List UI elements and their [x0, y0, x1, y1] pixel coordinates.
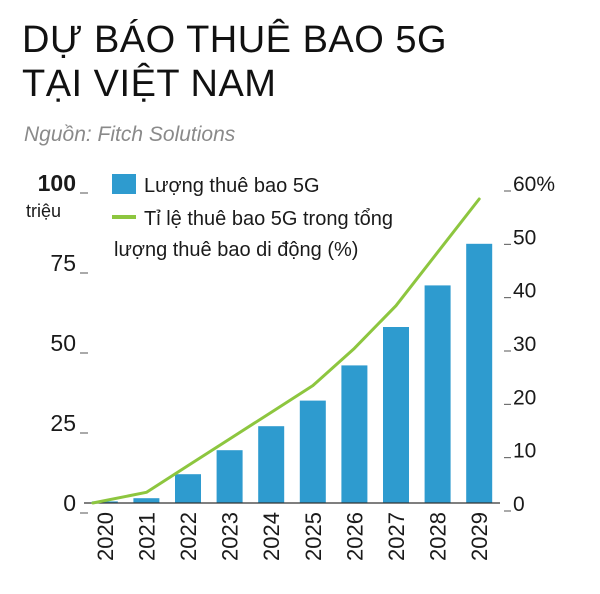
right-axis: 0 10 20 30 40 50 60%: [504, 173, 555, 516]
x-tick-label: 2020: [93, 512, 118, 561]
left-tick-label: 50: [50, 330, 76, 356]
legend-line-label-2: lượng thuê bao di động (%): [114, 239, 358, 261]
x-tick-label: 2025: [301, 512, 326, 561]
legend: Lượng thuê bao 5G Tỉ lệ thuê bao 5G tron…: [112, 174, 393, 261]
bar-series: [84, 243, 500, 504]
x-tick-label: 2029: [467, 512, 492, 561]
bar-2026: [341, 365, 368, 503]
left-tick-label: 25: [50, 410, 76, 436]
bar-2021: [133, 498, 160, 503]
x-tick-label: 2022: [176, 512, 201, 561]
bar-2025: [299, 400, 326, 503]
chart-title-line-2: TẠI VIỆT NAM: [22, 63, 277, 105]
bar-2024: [258, 426, 285, 503]
bar-2022: [175, 474, 201, 503]
bar-2023: [216, 450, 243, 503]
line-series: [91, 197, 481, 505]
left-tick-label: 0: [63, 490, 76, 516]
right-tick-label: 60%: [513, 173, 555, 196]
bar-2020: [91, 501, 118, 503]
x-tick-label: 2024: [259, 512, 284, 561]
chart-title: DỰ BÁO THUÊ BAO 5G TẠI VIỆT NAM: [22, 18, 447, 106]
right-tick-label: 0: [513, 493, 525, 516]
x-tick-label: 2027: [384, 512, 409, 561]
right-tick-label: 20: [513, 386, 536, 409]
share-line: [91, 197, 481, 505]
right-tick-label: 10: [513, 440, 536, 463]
right-tick-label: 40: [513, 280, 536, 303]
x-tick-label: 2021: [134, 512, 159, 561]
bar-2029: [466, 243, 493, 504]
bar-2028: [424, 285, 451, 503]
x-tick-label: 2026: [342, 512, 367, 561]
x-axis-labels: 2020 2021 2022 2023 2024 2025 2026 2027 2028 2029: [93, 512, 492, 561]
right-tick-label: 30: [513, 333, 536, 356]
legend-bar-swatch: [112, 174, 136, 194]
legend-line-label-1: Tỉ lệ thuê bao 5G trong tổng: [144, 208, 393, 230]
x-tick-label: 2023: [218, 512, 243, 561]
left-axis: 0 25 50 75 100 triệu: [26, 170, 88, 516]
chart-source: Nguồn: Fitch Solutions: [24, 123, 236, 146]
chart-title-line-1: DỰ BÁO THUÊ BAO 5G: [22, 19, 448, 61]
left-axis-unit: triệu: [26, 201, 61, 221]
left-tick-label: 100: [38, 170, 76, 196]
legend-bar-label: Lượng thuê bao 5G: [144, 175, 320, 197]
x-tick-label: 2028: [426, 512, 451, 561]
bar-2027: [383, 327, 409, 503]
right-tick-label: 50: [513, 226, 536, 249]
left-tick-label: 75: [50, 250, 76, 276]
